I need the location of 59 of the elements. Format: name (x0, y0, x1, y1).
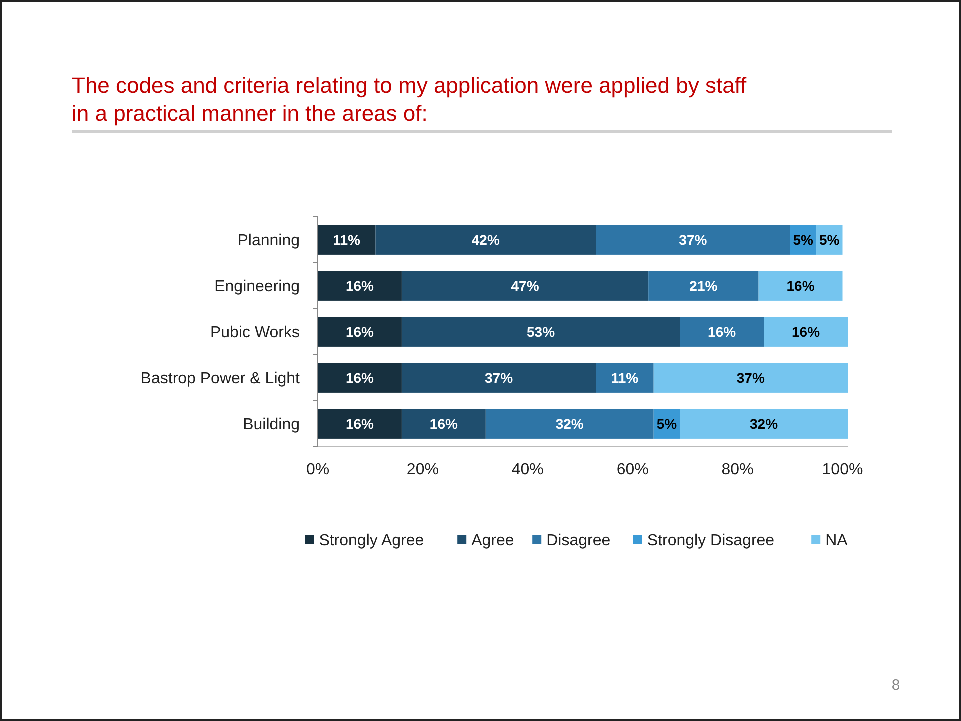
data-label: 53% (527, 324, 556, 340)
legend-label: Strongly Agree (319, 532, 424, 550)
bar (680, 409, 848, 439)
data-label: 37% (679, 232, 708, 248)
data-label: 5% (793, 232, 814, 248)
data-label: 16% (708, 324, 737, 340)
bar (402, 363, 596, 393)
bar (758, 271, 843, 301)
data-label: 5% (656, 416, 678, 432)
legend-label: Disagree (546, 532, 611, 550)
bar (764, 317, 848, 347)
bar (486, 409, 654, 439)
bar (318, 225, 376, 255)
data-label: 16% (786, 278, 816, 294)
data-label: 21% (690, 278, 718, 294)
x-tick-label: 20% (406, 462, 439, 479)
bar (654, 363, 848, 393)
bar (596, 363, 654, 393)
data-label: 16% (430, 416, 458, 432)
x-tick-label: 100% (822, 462, 864, 479)
legend-label: NA (826, 532, 848, 550)
x-tick-label: 0% (306, 462, 330, 479)
y-tick-label: Bastrop Power & Light (140, 370, 301, 388)
y-tick-label: Pubic Works (210, 324, 300, 342)
bar (596, 225, 790, 255)
x-tick-label: 40% (512, 462, 544, 479)
data-label: 32% (556, 416, 584, 432)
y-tick-label: Building (243, 416, 300, 434)
y-tick-label: Engineering (214, 278, 300, 296)
data-label: 11% (333, 232, 362, 248)
data-label: 16% (792, 324, 821, 340)
data-label: 16% (346, 278, 375, 294)
data-label: 32% (750, 416, 779, 432)
data-label: 37% (736, 370, 766, 386)
legend-label: Strongly Disagree (647, 532, 775, 550)
bar (402, 317, 680, 347)
legend-label: Agree (472, 532, 514, 550)
data-label: 42% (472, 232, 500, 248)
bar (318, 409, 402, 439)
x-tick-label: 80% (722, 462, 754, 479)
bar (318, 271, 402, 301)
data-label: 5% (820, 232, 840, 248)
data-label: 37% (485, 370, 514, 386)
bar (318, 317, 402, 347)
data-label: 16% (346, 324, 375, 340)
bar (402, 271, 649, 301)
y-tick-label: Planning (238, 232, 300, 250)
bar (318, 363, 402, 393)
bar (680, 317, 764, 347)
bar (648, 271, 759, 301)
data-label: 11% (611, 370, 640, 386)
data-label: 16% (346, 370, 375, 386)
data-label: 47% (511, 278, 540, 294)
x-tick-label: 60% (616, 462, 649, 479)
bar (376, 225, 596, 255)
data-label: 16% (346, 416, 375, 432)
chart-title: The codes and criteria relating to my application were applied by staff in a practical manner in the areas of: (72, 73, 748, 126)
bar (402, 409, 486, 439)
text: 8 (892, 677, 900, 694)
